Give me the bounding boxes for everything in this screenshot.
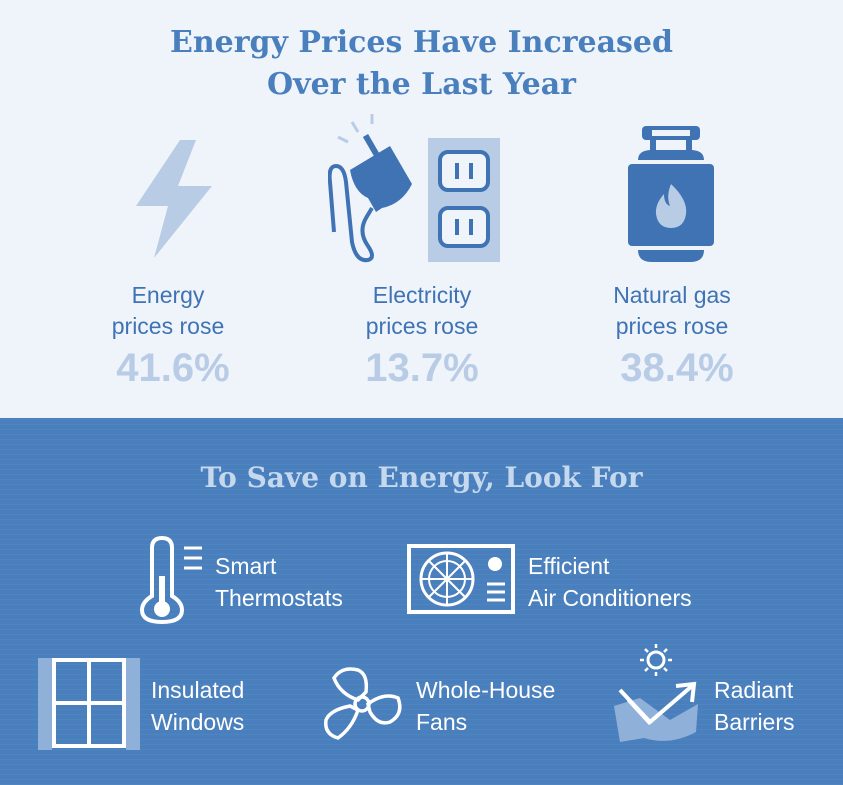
electricity-stat-value: 13.7%: [365, 346, 479, 390]
insulated-windows-label-line2: Windows: [151, 709, 245, 735]
energy-stat-label-line1: Energy: [131, 282, 205, 308]
electricity-stat-label-line1: Electricity: [372, 282, 472, 308]
smart-thermostats-label-line2: Thermostats: [215, 585, 343, 611]
plug-outlet-icon: [328, 114, 500, 263]
smart-thermostats-label-line1: Smart: [215, 553, 277, 579]
radiant-barriers-label-line2: Barriers: [714, 709, 795, 735]
lightning-bolt-icon: [136, 140, 212, 258]
energy-stat-label-line2: prices rose: [111, 313, 225, 339]
electricity-stat-label-line2: prices rose: [365, 313, 479, 339]
insulated-windows-label-line1: Insulated: [151, 677, 245, 703]
fan-icon: [324, 667, 402, 740]
air-conditioners-label-line1: Efficient: [528, 553, 610, 579]
radiant-barrier-icon: [614, 644, 698, 742]
page-title-line1: Energy Prices Have Increased: [169, 25, 673, 60]
thermometer-icon: [139, 536, 202, 624]
savings-title: To Save on Energy, Look For: [200, 461, 643, 494]
energy-stat-value: 41.6%: [116, 346, 230, 390]
gas-stat-value: 38.4%: [620, 346, 734, 390]
whole-house-fans-label-line2: Fans: [416, 709, 468, 735]
whole-house-fans-label-line1: Whole-House: [416, 677, 556, 703]
window-icon: [38, 658, 140, 750]
gas-stat-label-line2: prices rose: [615, 313, 729, 339]
air-conditioner-icon: [407, 544, 515, 614]
energy-prices-section: Energy Prices Have Increased Over the La…: [0, 0, 843, 418]
air-conditioners-label-line2: Air Conditioners: [528, 585, 692, 611]
gas-tank-icon: [628, 126, 714, 262]
radiant-barriers-label-line1: Radiant: [714, 677, 794, 703]
gas-stat-label-line1: Natural gas: [613, 282, 731, 308]
energy-savings-section: [0, 418, 843, 785]
page-title-line2: Over the Last Year: [267, 67, 576, 102]
